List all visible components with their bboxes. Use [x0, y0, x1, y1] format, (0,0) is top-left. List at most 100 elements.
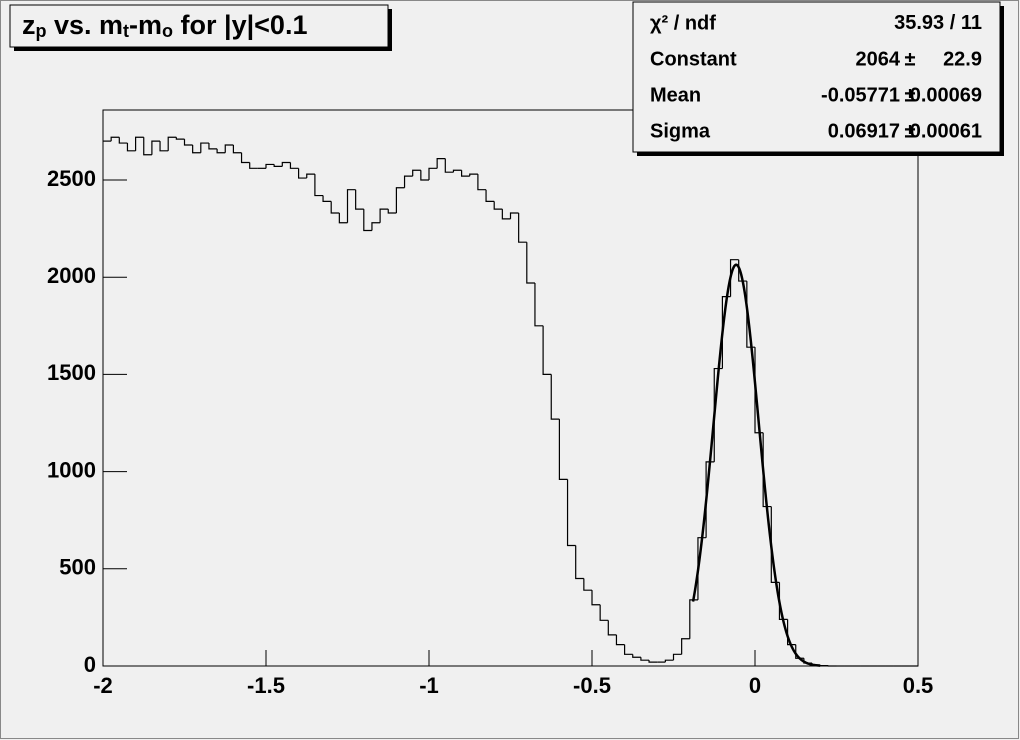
stat-part: 11 — [961, 12, 982, 34]
bin — [200, 142, 209, 153]
bin — [224, 144, 234, 153]
bin — [151, 140, 161, 155]
title-part: z — [22, 10, 36, 40]
x-tick-label: 0 — [749, 673, 761, 698]
bin — [118, 137, 128, 144]
bin — [436, 158, 446, 169]
frame — [102, 109, 919, 667]
bin — [591, 590, 601, 606]
stat-label: Constant — [650, 48, 737, 70]
x-tick-label: -2 — [93, 673, 113, 698]
stats-box — [632, 1, 1001, 153]
bin — [273, 164, 283, 167]
bin — [518, 213, 527, 243]
bin — [566, 479, 576, 547]
x-tick-label: -1 — [419, 673, 439, 698]
title-part: p — [36, 21, 47, 41]
bin — [461, 170, 470, 177]
title-part: for |y|<0.1 — [173, 10, 307, 40]
bin — [534, 283, 544, 327]
bin — [232, 144, 242, 154]
bin — [216, 148, 226, 154]
bin — [640, 657, 650, 661]
stat-label: χ² / ndf — [650, 12, 716, 34]
bin — [583, 578, 592, 591]
bin — [607, 620, 617, 636]
y-tick-label: 2500 — [47, 166, 96, 191]
bin — [477, 174, 487, 191]
y-tick-label: 500 — [59, 555, 96, 580]
bin — [493, 201, 503, 210]
bin — [599, 604, 609, 621]
bin — [550, 374, 560, 420]
bin — [624, 644, 633, 655]
bin — [330, 201, 340, 214]
bin — [281, 161, 291, 167]
bin — [787, 619, 796, 646]
stat-part: 35.93 — [894, 12, 944, 34]
bin — [689, 599, 698, 639]
bin — [681, 638, 690, 655]
x-tick-label: -0.5 — [573, 673, 611, 698]
bin — [444, 158, 454, 173]
bin — [192, 144, 201, 154]
bin — [314, 174, 324, 197]
bin — [485, 189, 495, 202]
stat-value: 0.06917 — [828, 120, 900, 142]
bin — [143, 137, 152, 156]
bin — [338, 213, 348, 224]
bin — [159, 141, 169, 152]
bin — [403, 175, 413, 188]
bin — [175, 137, 185, 140]
bin — [469, 173, 478, 177]
bin — [395, 187, 405, 214]
bin — [135, 136, 144, 151]
y-tick-label: 1500 — [47, 360, 96, 385]
bin — [208, 143, 218, 150]
title-part: o — [162, 21, 173, 41]
bin — [363, 209, 372, 232]
stat-value: 2064 — [856, 48, 901, 70]
stat-error: 0.00069 — [910, 84, 982, 106]
bin — [265, 163, 275, 169]
bin — [183, 139, 193, 146]
title-part: -m — [129, 10, 162, 40]
bin — [558, 419, 568, 480]
stat-part: / — [944, 12, 961, 34]
bin — [371, 222, 381, 231]
bin — [672, 653, 682, 661]
plus-minus: ± — [905, 120, 916, 142]
stat-label: Mean — [650, 84, 701, 106]
x-tick-label: 0.5 — [903, 673, 934, 698]
title-box — [9, 4, 389, 48]
bin — [289, 162, 299, 169]
bin — [420, 170, 429, 181]
bin — [664, 659, 674, 663]
stat-error: 22.9 — [943, 48, 982, 70]
bin — [298, 168, 307, 179]
plus-minus: ± — [905, 84, 916, 106]
bin — [322, 195, 332, 202]
bin — [648, 660, 658, 663]
stat-value: -0.05771 — [821, 84, 900, 106]
y-tick-label: 2000 — [47, 263, 96, 288]
title-part: vs. m — [47, 10, 124, 40]
bin — [501, 209, 511, 220]
bin — [509, 212, 519, 219]
bin — [355, 189, 364, 210]
bin — [615, 634, 625, 646]
stat-value: 35.93 / 11 — [894, 12, 982, 34]
bin — [575, 545, 584, 580]
bin — [126, 143, 136, 152]
stat-label: Sigma — [650, 120, 711, 142]
bin — [819, 665, 829, 667]
bin — [452, 169, 462, 173]
bin — [249, 162, 258, 169]
title-part: t — [123, 21, 129, 41]
bin — [240, 152, 250, 164]
bin — [778, 582, 788, 620]
plus-minus: ± — [905, 48, 916, 70]
bin — [346, 189, 356, 223]
